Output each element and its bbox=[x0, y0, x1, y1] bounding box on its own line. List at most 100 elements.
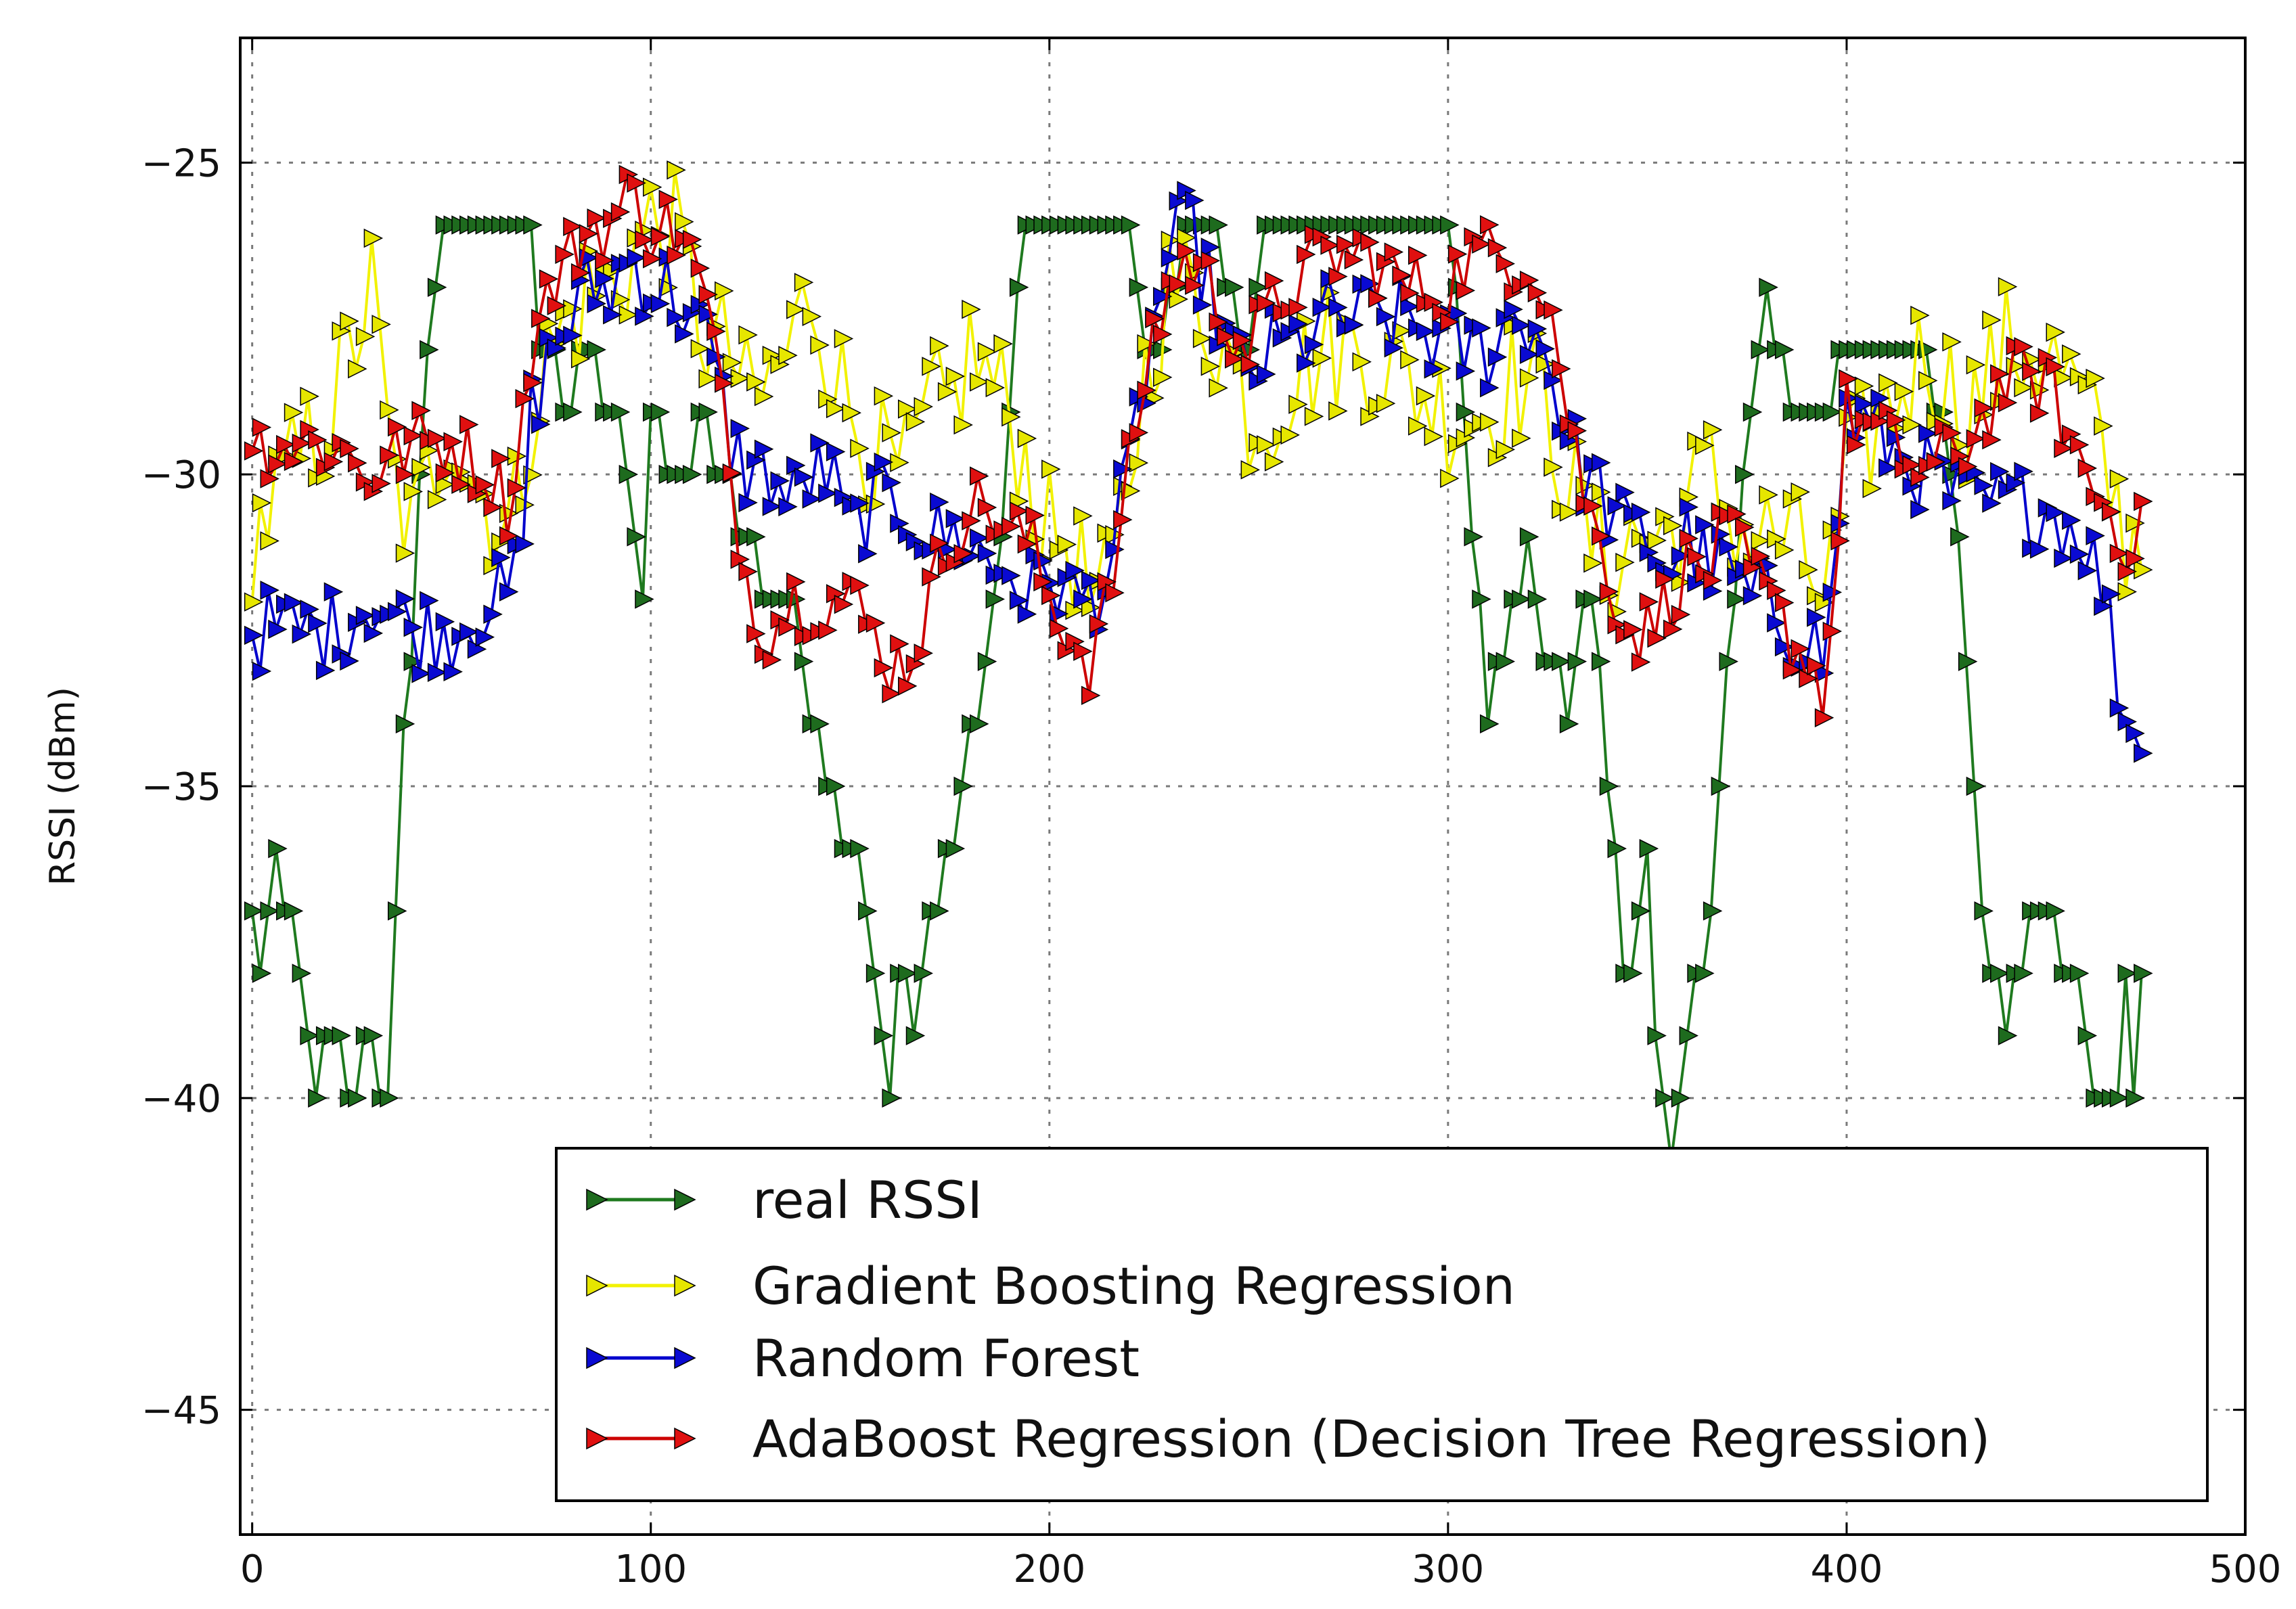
data-point bbox=[1113, 509, 1133, 530]
data-point bbox=[1081, 570, 1101, 591]
data-point bbox=[858, 544, 878, 564]
y-tick-label: −40 bbox=[141, 1077, 221, 1121]
data-point bbox=[2134, 491, 2153, 512]
data-point bbox=[595, 269, 614, 288]
data-point bbox=[890, 634, 909, 654]
data-point bbox=[826, 399, 846, 419]
data-point bbox=[1591, 526, 1611, 546]
data-point bbox=[627, 248, 646, 268]
data-point bbox=[1288, 314, 1308, 334]
data-point bbox=[882, 423, 901, 443]
data-point bbox=[1544, 300, 1563, 320]
data-point bbox=[810, 335, 830, 355]
data-point bbox=[1480, 215, 1500, 235]
data-point bbox=[2109, 1088, 2130, 1108]
data-point bbox=[1591, 453, 1611, 473]
legend-marker bbox=[586, 1274, 608, 1297]
data-point bbox=[427, 277, 447, 297]
x-tick-label: 400 bbox=[1810, 1547, 1883, 1591]
data-point bbox=[2134, 560, 2153, 580]
data-point bbox=[308, 613, 328, 633]
data-point bbox=[380, 400, 399, 420]
data-point bbox=[1535, 339, 1555, 359]
data-point bbox=[395, 543, 415, 563]
data-point bbox=[2014, 964, 2033, 983]
data-point bbox=[1918, 424, 1938, 443]
data-point bbox=[1416, 386, 1436, 406]
data-point bbox=[930, 336, 949, 356]
data-point bbox=[547, 296, 567, 316]
data-point bbox=[2125, 549, 2145, 568]
data-point bbox=[1200, 251, 1221, 271]
data-point bbox=[962, 299, 981, 319]
data-point bbox=[1073, 506, 1093, 526]
data-point bbox=[1822, 621, 1843, 641]
data-point bbox=[348, 359, 367, 379]
data-point bbox=[1623, 620, 1643, 639]
data-point bbox=[260, 581, 279, 600]
data-point bbox=[650, 227, 671, 247]
data-point bbox=[1440, 312, 1460, 332]
data-point bbox=[363, 1026, 384, 1045]
data-point bbox=[1599, 776, 1619, 796]
data-point bbox=[1400, 284, 1420, 303]
data-point bbox=[922, 357, 941, 376]
data-point bbox=[1001, 516, 1021, 537]
data-point bbox=[2054, 438, 2073, 458]
data-point bbox=[348, 453, 367, 473]
data-point bbox=[690, 339, 711, 359]
data-point bbox=[1910, 305, 1930, 325]
data-point bbox=[993, 334, 1013, 354]
data-point bbox=[244, 625, 264, 645]
data-point bbox=[1774, 340, 1795, 360]
data-point bbox=[953, 415, 973, 435]
data-point bbox=[387, 901, 407, 921]
data-point bbox=[1217, 327, 1236, 346]
data-point bbox=[443, 662, 463, 681]
data-point bbox=[595, 250, 614, 271]
data-point bbox=[1679, 1026, 1698, 1045]
legend-label: real RSSI bbox=[752, 1170, 983, 1230]
data-point bbox=[1902, 415, 1922, 435]
y-axis: −25 −30 −35 −40 −45 bbox=[141, 141, 2245, 1433]
data-point bbox=[2046, 901, 2065, 921]
data-point bbox=[1719, 537, 1738, 557]
data-point bbox=[1759, 485, 1778, 505]
data-point bbox=[985, 378, 1006, 398]
data-point bbox=[1615, 552, 1635, 572]
data-point bbox=[340, 438, 359, 459]
data-point bbox=[1942, 332, 1962, 352]
data-point bbox=[451, 474, 471, 495]
data-point bbox=[682, 464, 702, 484]
data-point bbox=[794, 652, 814, 671]
data-point bbox=[1639, 838, 1659, 859]
data-point bbox=[603, 305, 623, 325]
data-point bbox=[1886, 410, 1906, 430]
data-point bbox=[1472, 589, 1491, 609]
data-point bbox=[970, 466, 989, 486]
data-point bbox=[914, 643, 933, 663]
data-point bbox=[395, 714, 415, 734]
data-point bbox=[1512, 589, 1531, 609]
data-point bbox=[1599, 582, 1619, 602]
data-point bbox=[1559, 502, 1579, 522]
data-point bbox=[635, 589, 654, 609]
data-point bbox=[435, 612, 455, 632]
data-point bbox=[300, 386, 319, 407]
data-point bbox=[523, 373, 543, 392]
data-point bbox=[1791, 639, 1810, 659]
data-point bbox=[667, 160, 686, 180]
legend-marker bbox=[586, 1188, 608, 1211]
data-point bbox=[762, 497, 782, 516]
data-point bbox=[2046, 357, 2065, 377]
data-point bbox=[570, 349, 591, 369]
data-point bbox=[794, 467, 814, 487]
data-point bbox=[1017, 534, 1037, 554]
data-point bbox=[1918, 371, 1938, 390]
legend-marker bbox=[674, 1274, 696, 1297]
data-point bbox=[403, 426, 423, 446]
data-point bbox=[1089, 614, 1109, 634]
data-point bbox=[348, 1088, 367, 1108]
data-point bbox=[1424, 359, 1443, 379]
data-point bbox=[722, 463, 742, 483]
